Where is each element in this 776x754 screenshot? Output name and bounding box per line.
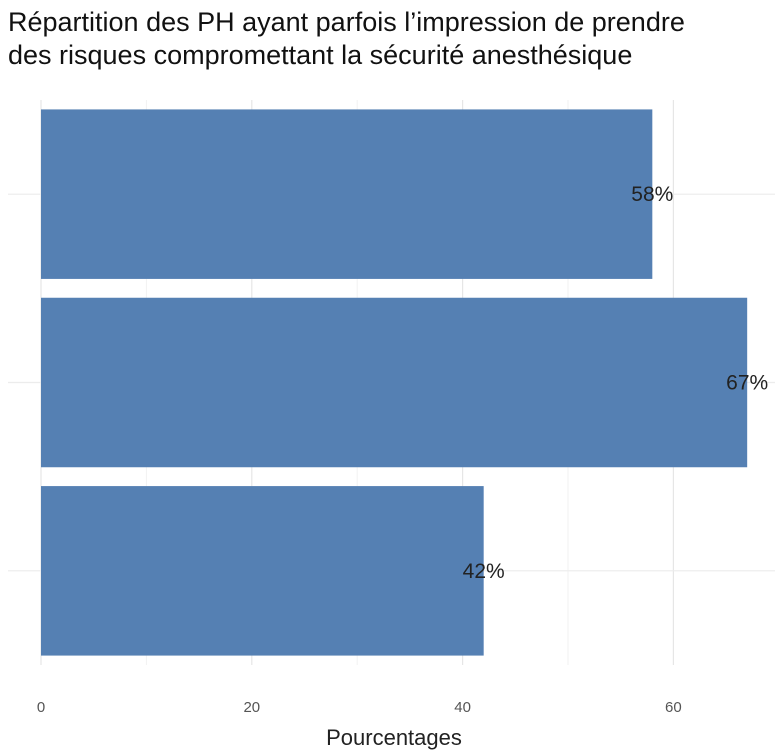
bar-value-label: 42% bbox=[463, 560, 505, 583]
x-tick-label: 40 bbox=[454, 699, 471, 716]
x-tick-label: 60 bbox=[665, 699, 682, 716]
bar bbox=[41, 297, 748, 468]
x-tick-label: 20 bbox=[243, 699, 260, 716]
bar bbox=[41, 109, 653, 279]
bar-value-label: 58% bbox=[631, 183, 673, 206]
data-labels: 58% 67% 42% bbox=[463, 183, 769, 583]
chart-title: Répartition des PH ayant parfois l’impre… bbox=[8, 6, 768, 72]
bar bbox=[41, 486, 484, 656]
chart-title-line-2: des risques compromettant la sécurité an… bbox=[8, 40, 633, 70]
x-tick-label: 0 bbox=[37, 699, 45, 716]
chart-title-line-1: Répartition des PH ayant parfois l’impre… bbox=[8, 7, 685, 37]
x-axis-ticks: 0 20 40 60 bbox=[37, 699, 682, 716]
bar-value-label: 67% bbox=[726, 372, 768, 395]
bars bbox=[41, 109, 748, 656]
x-axis-label: Pourcentages bbox=[326, 725, 462, 750]
